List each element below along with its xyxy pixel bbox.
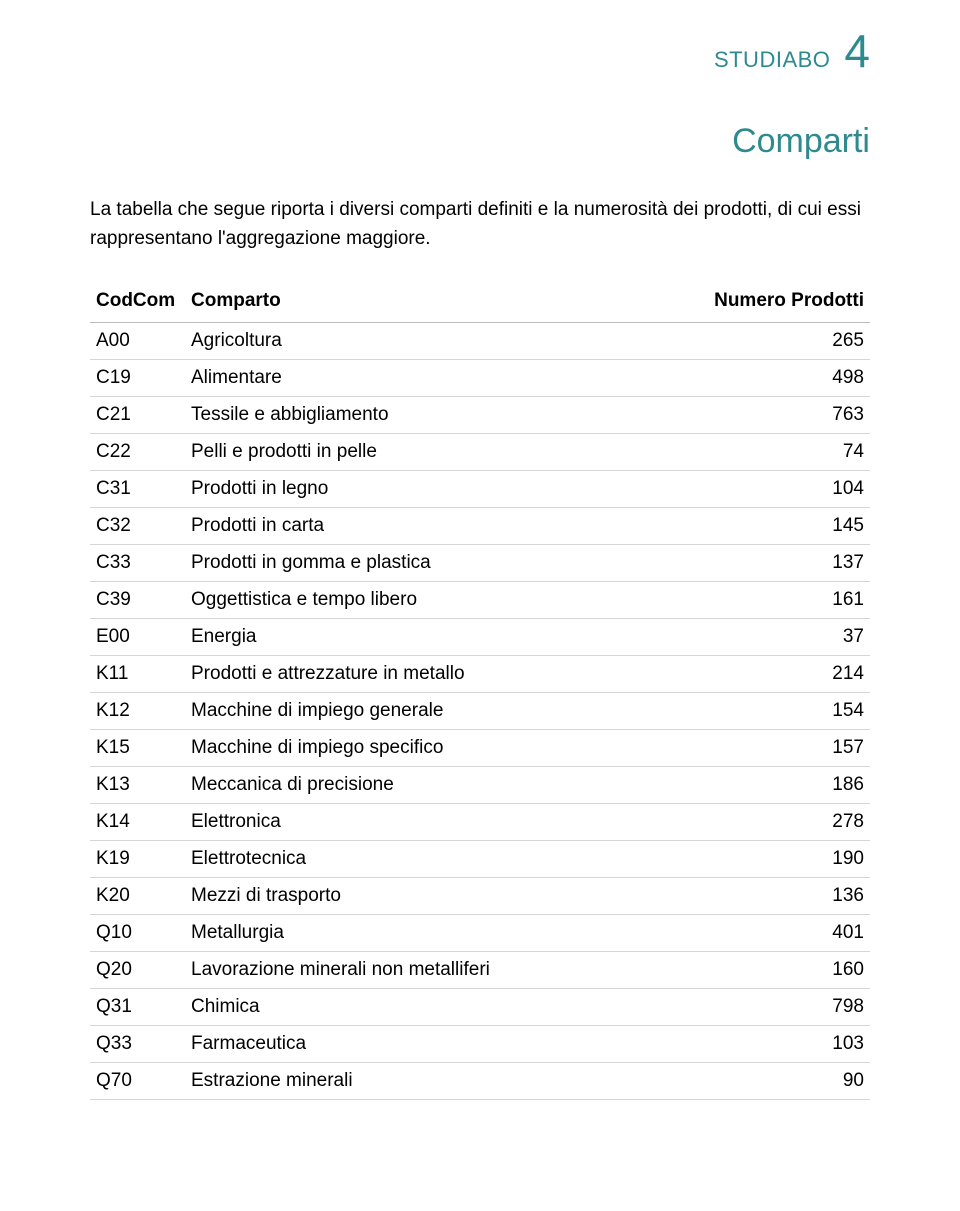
table-row: K19Elettrotecnica190 <box>90 840 870 877</box>
table-row: E00Energia37 <box>90 618 870 655</box>
table-row: A00Agricoltura265 <box>90 322 870 359</box>
cell-codcom: A00 <box>90 322 185 359</box>
col-comparto: Comparto <box>185 282 690 323</box>
cell-numero: 90 <box>690 1062 870 1099</box>
cell-codcom: K20 <box>90 877 185 914</box>
cell-codcom: K13 <box>90 766 185 803</box>
table-row: K11Prodotti e attrezzature in metallo214 <box>90 655 870 692</box>
cell-codcom: C33 <box>90 544 185 581</box>
cell-numero: 190 <box>690 840 870 877</box>
cell-codcom: K12 <box>90 692 185 729</box>
table-row: C21Tessile e abbigliamento763 <box>90 396 870 433</box>
table-row: Q10Metallurgia401 <box>90 914 870 951</box>
cell-numero: 154 <box>690 692 870 729</box>
table-row: K12Macchine di impiego generale154 <box>90 692 870 729</box>
cell-numero: 136 <box>690 877 870 914</box>
cell-codcom: K19 <box>90 840 185 877</box>
cell-codcom: K11 <box>90 655 185 692</box>
brand-label: STUDIABO <box>714 47 830 73</box>
cell-comparto: Oggettistica e tempo libero <box>185 581 690 618</box>
page-title: Comparti <box>90 122 870 161</box>
table-row: C32Prodotti in carta145 <box>90 507 870 544</box>
cell-numero: 74 <box>690 433 870 470</box>
cell-comparto: Prodotti in legno <box>185 470 690 507</box>
cell-comparto: Metallurgia <box>185 914 690 951</box>
cell-numero: 157 <box>690 729 870 766</box>
cell-numero: 37 <box>690 618 870 655</box>
cell-numero: 104 <box>690 470 870 507</box>
cell-comparto: Chimica <box>185 988 690 1025</box>
cell-codcom: E00 <box>90 618 185 655</box>
table-row: K14Elettronica278 <box>90 803 870 840</box>
page: STUDIABO 4 Comparti La tabella che segue… <box>0 0 960 1211</box>
cell-numero: 798 <box>690 988 870 1025</box>
table-header-row: CodCom Comparto Numero Prodotti <box>90 282 870 323</box>
cell-numero: 401 <box>690 914 870 951</box>
table-row: C22Pelli e prodotti in pelle74 <box>90 433 870 470</box>
cell-numero: 160 <box>690 951 870 988</box>
page-number: 4 <box>844 28 870 74</box>
cell-codcom: C32 <box>90 507 185 544</box>
cell-comparto: Alimentare <box>185 359 690 396</box>
cell-comparto: Prodotti e attrezzature in metallo <box>185 655 690 692</box>
cell-comparto: Mezzi di trasporto <box>185 877 690 914</box>
cell-numero: 186 <box>690 766 870 803</box>
cell-comparto: Lavorazione minerali non metalliferi <box>185 951 690 988</box>
cell-comparto: Pelli e prodotti in pelle <box>185 433 690 470</box>
col-codcom: CodCom <box>90 282 185 323</box>
intro-paragraph: La tabella che segue riporta i diversi c… <box>90 195 870 254</box>
cell-numero: 278 <box>690 803 870 840</box>
cell-comparto: Agricoltura <box>185 322 690 359</box>
cell-comparto: Farmaceutica <box>185 1025 690 1062</box>
table-row: K15Macchine di impiego specifico157 <box>90 729 870 766</box>
table-row: C19Alimentare498 <box>90 359 870 396</box>
table-row: Q70Estrazione minerali90 <box>90 1062 870 1099</box>
cell-comparto: Tessile e abbigliamento <box>185 396 690 433</box>
cell-codcom: Q10 <box>90 914 185 951</box>
col-numero: Numero Prodotti <box>690 282 870 323</box>
cell-codcom: C39 <box>90 581 185 618</box>
cell-comparto: Elettronica <box>185 803 690 840</box>
cell-comparto: Prodotti in gomma e plastica <box>185 544 690 581</box>
cell-codcom: K15 <box>90 729 185 766</box>
cell-comparto: Estrazione minerali <box>185 1062 690 1099</box>
cell-numero: 763 <box>690 396 870 433</box>
cell-codcom: Q33 <box>90 1025 185 1062</box>
cell-comparto: Meccanica di precisione <box>185 766 690 803</box>
cell-codcom: Q70 <box>90 1062 185 1099</box>
cell-numero: 103 <box>690 1025 870 1062</box>
cell-codcom: C22 <box>90 433 185 470</box>
table-row: Q20Lavorazione minerali non metalliferi1… <box>90 951 870 988</box>
table-row: C31Prodotti in legno104 <box>90 470 870 507</box>
table-row: Q33Farmaceutica103 <box>90 1025 870 1062</box>
cell-codcom: Q31 <box>90 988 185 1025</box>
table-body: A00Agricoltura265C19Alimentare498C21Tess… <box>90 322 870 1099</box>
cell-codcom: C21 <box>90 396 185 433</box>
cell-numero: 265 <box>690 322 870 359</box>
cell-codcom: C19 <box>90 359 185 396</box>
table-row: C39Oggettistica e tempo libero161 <box>90 581 870 618</box>
cell-codcom: C31 <box>90 470 185 507</box>
cell-comparto: Macchine di impiego generale <box>185 692 690 729</box>
cell-codcom: K14 <box>90 803 185 840</box>
comparti-table: CodCom Comparto Numero Prodotti A00Agric… <box>90 282 870 1100</box>
cell-numero: 145 <box>690 507 870 544</box>
cell-codcom: Q20 <box>90 951 185 988</box>
page-header: STUDIABO 4 <box>90 28 870 74</box>
cell-numero: 137 <box>690 544 870 581</box>
cell-comparto: Energia <box>185 618 690 655</box>
cell-numero: 161 <box>690 581 870 618</box>
cell-numero: 214 <box>690 655 870 692</box>
table-row: K13Meccanica di precisione186 <box>90 766 870 803</box>
table-row: C33Prodotti in gomma e plastica137 <box>90 544 870 581</box>
cell-comparto: Prodotti in carta <box>185 507 690 544</box>
cell-numero: 498 <box>690 359 870 396</box>
cell-comparto: Macchine di impiego specifico <box>185 729 690 766</box>
table-row: K20Mezzi di trasporto136 <box>90 877 870 914</box>
table-row: Q31Chimica798 <box>90 988 870 1025</box>
cell-comparto: Elettrotecnica <box>185 840 690 877</box>
